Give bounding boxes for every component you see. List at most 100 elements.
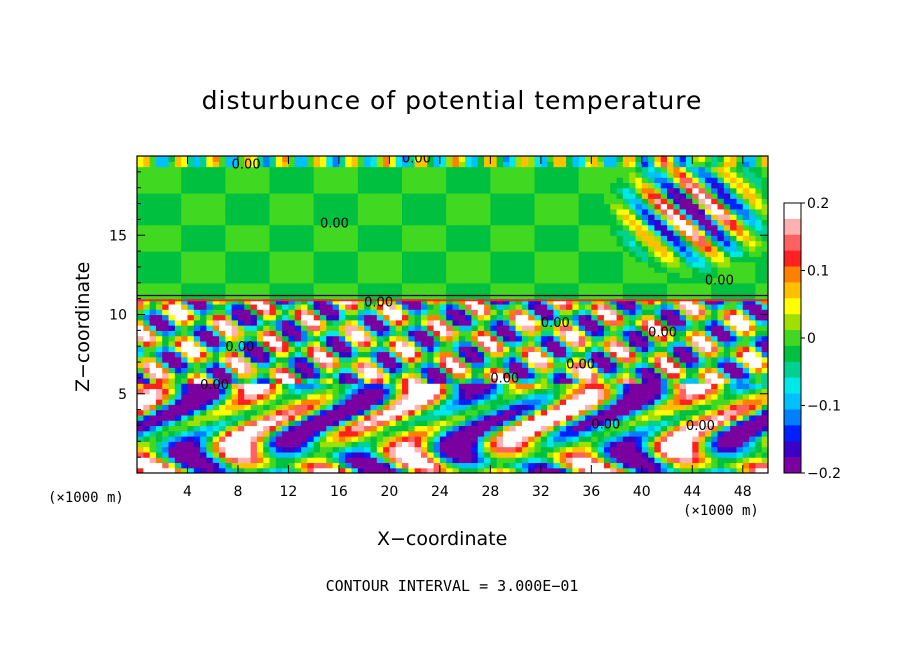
heatmap-cell <box>591 293 599 300</box>
heatmap-cell <box>547 335 555 342</box>
heatmap-cell <box>326 298 334 305</box>
heatmap-cell <box>326 314 334 321</box>
heatmap-cell <box>288 235 296 242</box>
heatmap-cell <box>364 346 372 353</box>
heatmap-cell <box>427 182 435 189</box>
heatmap-cell <box>654 367 662 374</box>
heatmap-cell <box>181 388 189 395</box>
heatmap-cell <box>174 192 182 199</box>
heatmap-cell <box>559 293 567 300</box>
heatmap-cell <box>168 436 176 442</box>
heatmap-cell <box>383 224 390 231</box>
heatmap-cell <box>414 314 422 321</box>
heatmap-cell <box>168 457 176 464</box>
heatmap-cell <box>301 282 308 289</box>
heatmap-cell <box>427 203 435 210</box>
heatmap-cell <box>338 214 346 220</box>
heatmap-cell <box>402 261 409 268</box>
heatmap-cell <box>345 404 353 411</box>
heatmap-cell <box>648 383 656 390</box>
heatmap-cell <box>635 451 643 458</box>
heatmap-cell <box>143 351 151 358</box>
heatmap-cell <box>212 335 220 342</box>
heatmap-cell <box>559 245 567 252</box>
heatmap-cell <box>149 256 157 263</box>
heatmap-cell <box>465 277 473 284</box>
heatmap-cell <box>553 325 561 331</box>
heatmap-cell <box>591 224 599 231</box>
heatmap-cell <box>452 420 460 427</box>
heatmap-cell <box>490 383 498 390</box>
heatmap-cell <box>181 414 189 421</box>
heatmap-cell <box>572 219 580 226</box>
heatmap-cell <box>395 208 403 215</box>
heatmap-cell <box>616 425 624 432</box>
heatmap-cell <box>395 288 403 294</box>
heatmap-cell <box>256 372 264 379</box>
heatmap-cell <box>319 214 327 220</box>
heatmap-cell <box>528 325 536 331</box>
heatmap-cell <box>414 351 422 358</box>
heatmap-cell <box>471 404 479 411</box>
heatmap-cell <box>244 372 252 379</box>
heatmap-cell <box>635 393 643 400</box>
heatmap-cell <box>319 367 327 374</box>
heatmap-cell <box>585 356 592 363</box>
heatmap-cell <box>389 388 397 395</box>
heatmap-cell <box>275 409 283 416</box>
heatmap-cell <box>212 409 220 416</box>
heatmap-cell <box>610 399 618 405</box>
heatmap-cell <box>414 240 422 247</box>
heatmap-cell <box>282 319 290 326</box>
heatmap-cell <box>376 351 384 358</box>
heatmap-cell <box>629 156 637 162</box>
heatmap-cell <box>174 229 182 236</box>
heatmap-cell <box>357 177 365 184</box>
heatmap-cell <box>433 282 441 289</box>
heatmap-cell <box>496 266 504 273</box>
heatmap-cell <box>263 340 271 347</box>
heatmap-cell <box>174 367 182 374</box>
heatmap-cell <box>212 309 220 316</box>
heatmap-cell <box>528 430 536 437</box>
heatmap-cell <box>496 393 504 400</box>
heatmap-cell <box>370 256 378 263</box>
heatmap-cell <box>603 409 611 416</box>
heatmap-cell <box>610 314 618 321</box>
heatmap-cell <box>559 383 567 390</box>
heatmap-cell <box>338 399 346 405</box>
heatmap-cell <box>402 288 409 294</box>
heatmap-cell <box>168 161 176 168</box>
heatmap-cell <box>465 319 473 326</box>
heatmap-cell <box>162 166 170 173</box>
heatmap-cell <box>357 430 365 437</box>
heatmap-cell <box>263 272 271 279</box>
heatmap-cell <box>200 303 208 310</box>
heatmap-cell <box>521 192 529 199</box>
heatmap-cell <box>559 224 567 231</box>
heatmap-cell <box>389 182 397 189</box>
heatmap-cell <box>332 388 340 395</box>
heatmap-cell <box>402 251 409 257</box>
heatmap-cell <box>648 293 656 300</box>
heatmap-cell <box>326 282 334 289</box>
heatmap-cell <box>408 467 416 473</box>
heatmap-cell <box>219 198 226 205</box>
heatmap-cell <box>174 303 182 310</box>
heatmap-cell <box>357 340 365 347</box>
heatmap-cell <box>395 399 403 405</box>
heatmap-cell <box>515 457 523 464</box>
heatmap-cell <box>351 335 359 342</box>
heatmap-cell <box>357 377 365 384</box>
heatmap-cell <box>187 171 195 178</box>
heatmap-cell <box>174 282 182 289</box>
heatmap-cell <box>502 177 510 184</box>
heatmap-cell <box>332 229 340 236</box>
heatmap-cell <box>219 457 226 464</box>
heatmap-cell <box>603 171 611 178</box>
heatmap-cell <box>193 388 201 395</box>
heatmap-cell <box>566 288 573 294</box>
heatmap-cell <box>225 298 233 305</box>
heatmap-cell <box>137 388 144 395</box>
heatmap-cell <box>414 399 422 405</box>
